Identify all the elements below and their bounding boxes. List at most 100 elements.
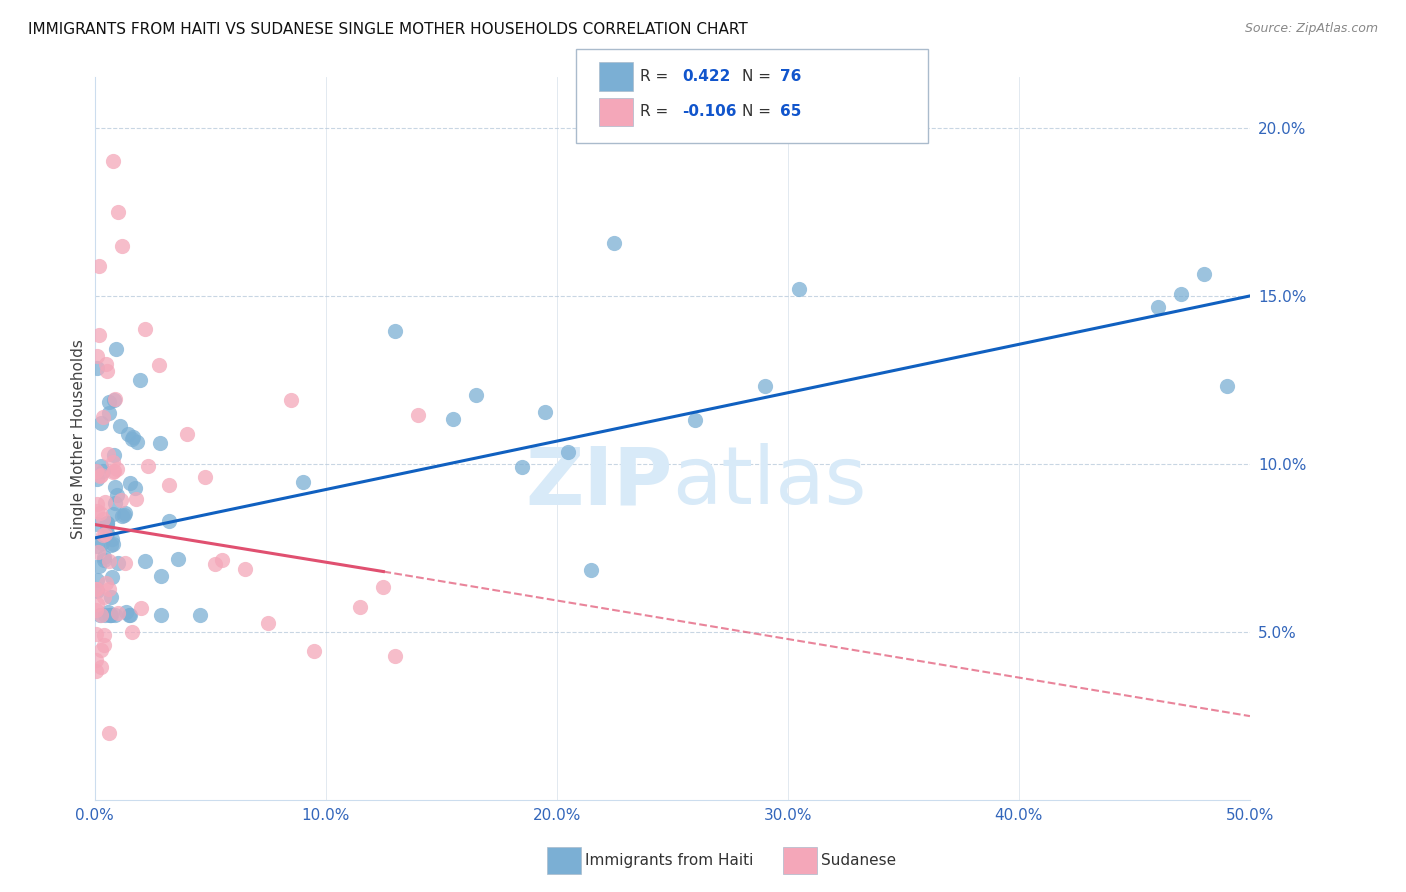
Point (121, 433, 143, 447)
Point (233, 562, 256, 576)
Text: 65: 65 (780, 104, 801, 120)
Point (464, 387, 486, 401)
Point (87, 328, 110, 343)
Point (89, 468, 111, 483)
Point (104, 480, 127, 494)
Point (754, 379, 776, 393)
Point (789, 282, 811, 296)
Point (97, 447, 120, 461)
Point (89, 506, 111, 520)
Point (100, 533, 122, 547)
Point (84, 582, 107, 596)
Point (118, 476, 141, 491)
Point (108, 419, 131, 434)
Point (86, 360, 108, 375)
Point (93, 495, 115, 509)
Text: 76: 76 (780, 69, 801, 84)
Point (86, 516, 108, 531)
Point (384, 648, 406, 663)
Point (90, 417, 112, 431)
Point (101, 455, 124, 469)
Text: ZIP: ZIP (524, 443, 672, 521)
Point (150, 608, 173, 623)
Point (114, 506, 136, 520)
Point (94, 576, 117, 591)
Point (89, 608, 111, 623)
Point (96, 357, 118, 371)
Point (105, 488, 128, 502)
Point (84, 582, 107, 596)
Point (90, 660, 112, 674)
Point (150, 569, 173, 583)
Point (384, 324, 406, 338)
Point (89, 643, 111, 657)
Point (100, 608, 122, 623)
Point (104, 495, 127, 509)
Point (93, 552, 115, 566)
Point (90, 459, 112, 474)
Point (97, 554, 120, 568)
Point (86, 349, 108, 363)
Point (105, 462, 128, 476)
Point (194, 469, 217, 483)
Point (1216, 378, 1239, 392)
Point (103, 537, 125, 551)
Point (685, 413, 707, 427)
Point (86, 583, 108, 598)
Y-axis label: Single Mother Households: Single Mother Households (72, 339, 86, 539)
Point (114, 557, 136, 571)
Point (125, 434, 148, 449)
Point (91, 464, 114, 478)
Point (98, 608, 121, 623)
Point (103, 448, 125, 462)
Point (94, 527, 117, 541)
Point (91, 512, 114, 526)
Point (96, 516, 118, 530)
Point (134, 322, 156, 336)
Point (157, 514, 180, 528)
Text: R =: R = (640, 104, 673, 120)
Point (86, 573, 108, 587)
Point (84, 664, 107, 678)
Point (98, 406, 121, 420)
Point (107, 557, 129, 571)
Point (90, 468, 112, 483)
Text: 0.422: 0.422 (682, 69, 730, 84)
Point (86, 504, 108, 518)
Point (86, 539, 108, 553)
Point (190, 608, 212, 623)
Point (84, 602, 107, 616)
Point (90, 535, 112, 549)
Point (148, 358, 170, 372)
Point (115, 605, 138, 619)
Point (90, 608, 112, 623)
Point (98, 608, 121, 623)
Point (510, 459, 533, 474)
Point (149, 436, 172, 450)
Point (84, 464, 107, 478)
Point (86, 497, 108, 511)
Point (86, 597, 108, 611)
Point (257, 616, 280, 631)
Text: Immigrants from Haiti: Immigrants from Haiti (585, 854, 754, 868)
Point (93, 590, 115, 604)
Point (166, 552, 188, 566)
Point (134, 554, 156, 568)
Point (373, 580, 395, 594)
Point (104, 608, 127, 623)
Point (110, 493, 132, 508)
Point (101, 507, 124, 521)
Point (100, 590, 122, 604)
Point (204, 558, 226, 572)
Point (176, 427, 198, 442)
Point (136, 458, 159, 473)
Point (120, 608, 142, 623)
Point (121, 625, 143, 640)
Point (118, 608, 141, 623)
Point (94, 608, 117, 623)
Point (103, 392, 125, 407)
Point (96, 526, 118, 541)
Point (100, 538, 122, 552)
Point (97, 726, 120, 740)
Point (125, 492, 148, 507)
